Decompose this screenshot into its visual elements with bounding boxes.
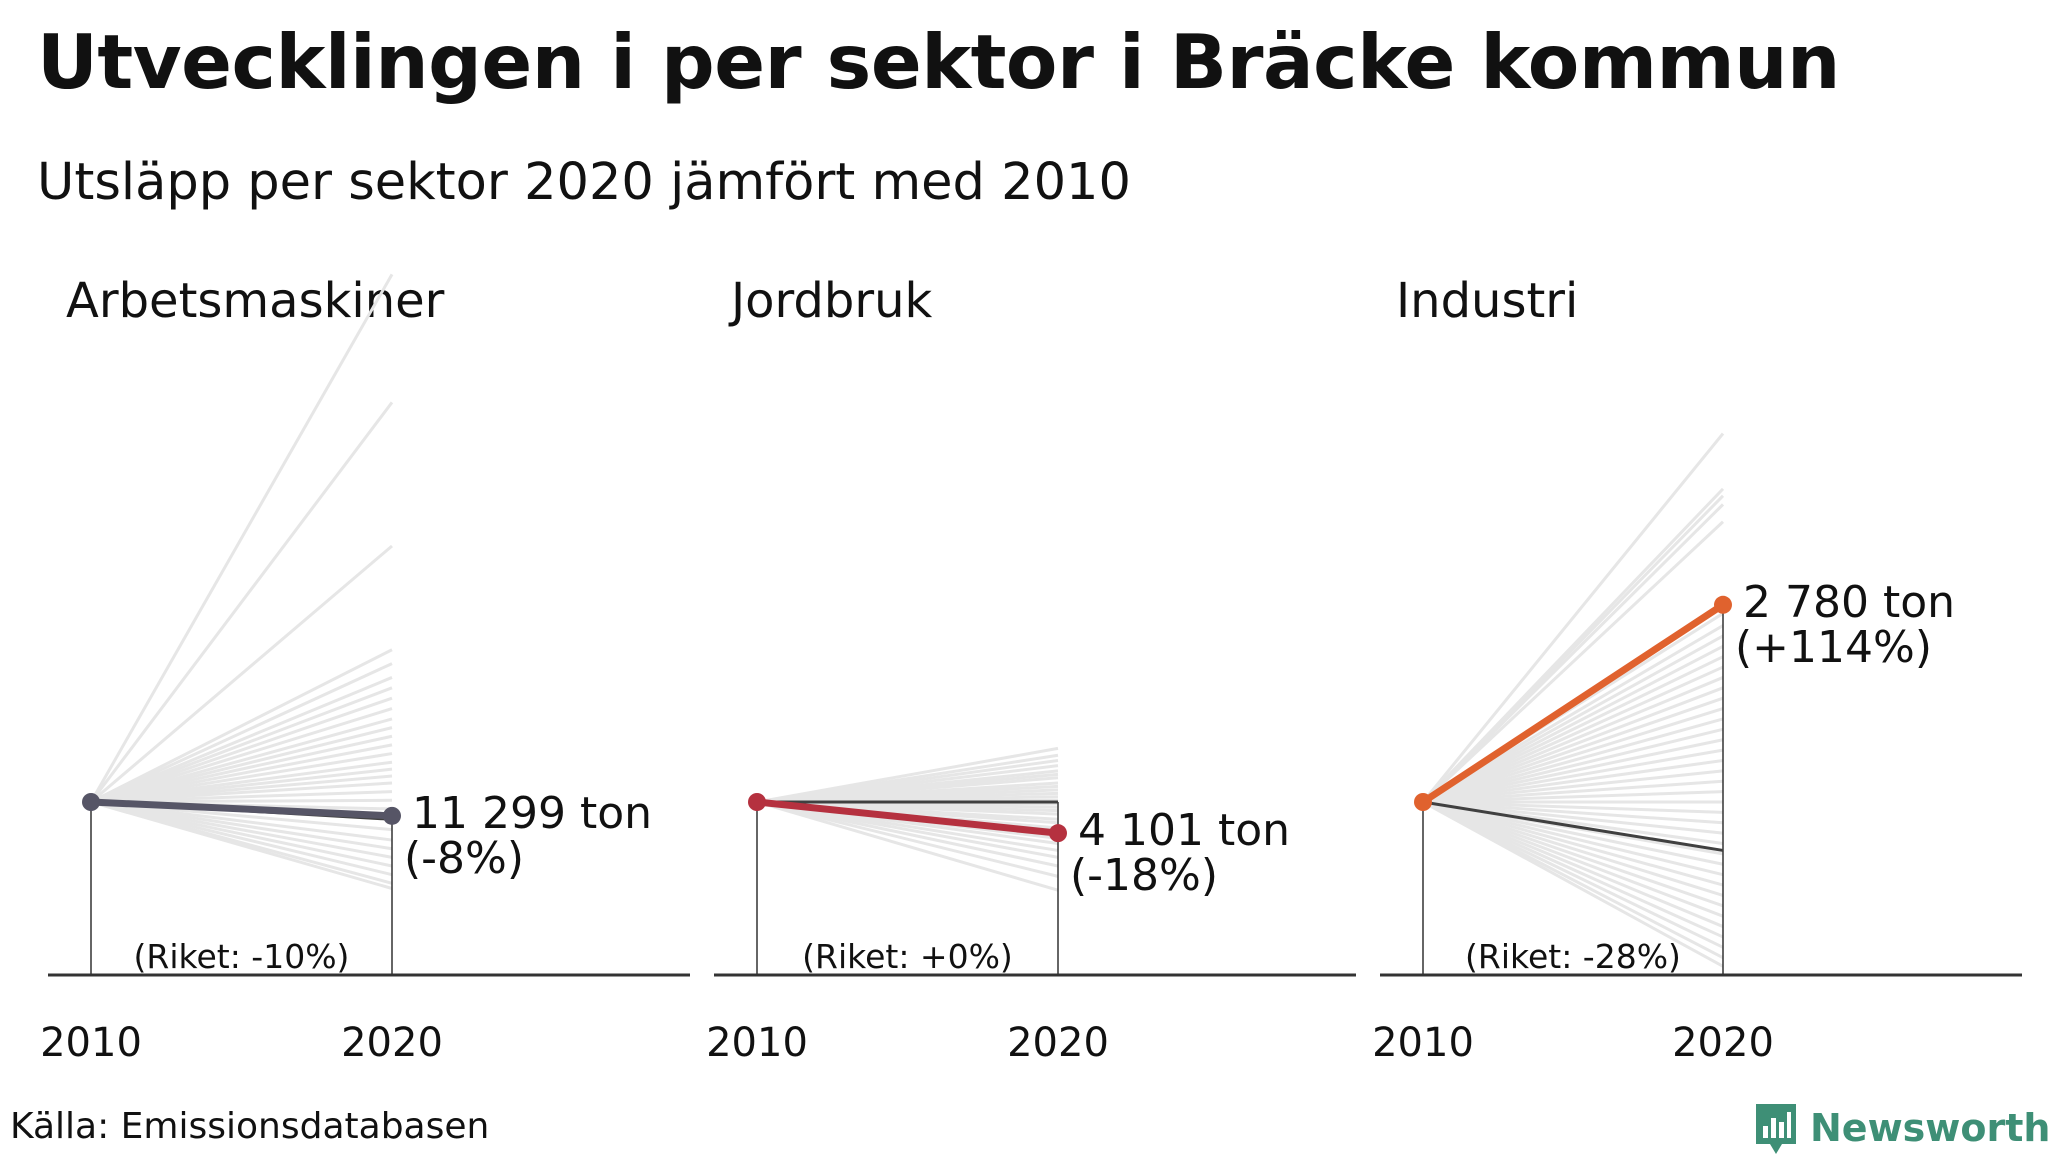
series-line: [87, 798, 396, 820]
chart-subtitle: Utsläpp per sektor 2020 jämfört med 2010: [37, 153, 1131, 212]
other-municipality-line: [756, 800, 1059, 878]
other-municipalities-lines: [89, 273, 394, 890]
other-municipality-line: [1422, 738, 1724, 804]
series-point-2020: [383, 806, 401, 825]
series-point-2020: [1049, 824, 1067, 843]
series-point-2010: [748, 793, 766, 811]
value-label: 11 299 ton: [412, 788, 652, 839]
other-municipality-line: [1422, 707, 1724, 804]
other-municipality-line: [1422, 800, 1724, 825]
other-municipality-line: [89, 273, 394, 803]
other-municipality-line: [90, 648, 393, 804]
other-municipality-line: [1422, 676, 1724, 804]
other-municipality-line: [1422, 800, 1724, 866]
other-municipality-line: [1422, 800, 1724, 814]
other-municipality-line: [1422, 800, 1724, 887]
other-municipality-line: [1421, 432, 1725, 803]
other-municipality-line: [90, 686, 393, 804]
panel-title: Jordbruk: [728, 273, 933, 329]
value-label: 2 780 ton: [1743, 577, 1955, 628]
x-tick-label: 2010: [40, 1020, 142, 1066]
other-municipality-line: [1422, 800, 1724, 908]
other-municipality-line: [1422, 696, 1724, 804]
other-municipality-line: [1421, 503, 1725, 804]
other-municipality-line: [1422, 727, 1724, 804]
other-municipality-line: [90, 707, 393, 804]
panel-title: Industri: [1396, 273, 1578, 329]
other-municipality-line: [1422, 748, 1724, 804]
other-municipality-line: [1422, 800, 1724, 835]
change-label: (+114%): [1735, 622, 1932, 673]
change-label: (-18%): [1070, 850, 1218, 901]
other-municipality-line: [1422, 800, 1724, 949]
other-municipality-line: [756, 800, 1059, 868]
panel-arbetsmaskiner: Arbetsmaskiner 11 299 ton(-8%) (Riket: -10…: [40, 273, 690, 1066]
series-line: [753, 798, 1062, 837]
other-municipality-line: [756, 800, 1059, 892]
brand-logo: Newsworthy: [1752, 1098, 2048, 1158]
panel-industri: Industri 2 780 ton(+114%) (Riket: -28%) 201…: [1372, 273, 2022, 1066]
panel-title: Arbetsmaskiner: [66, 273, 445, 329]
value-label: 4 101 ton: [1078, 805, 1290, 856]
other-municipality-line: [1422, 665, 1724, 804]
panel-jordbruk: Jordbruk 4 101 ton(-18%) (Riket: +0%) 2010 2…: [706, 273, 1356, 1066]
series-point-2010: [1414, 793, 1432, 811]
x-tick-label: 2020: [1672, 1020, 1774, 1066]
other-municipality-line: [1422, 769, 1724, 804]
other-municipality-line: [1422, 800, 1724, 918]
other-municipality-line: [1422, 790, 1724, 804]
brand-name: Newsworthy: [1810, 1106, 2048, 1150]
series-point-2010: [82, 793, 100, 811]
other-municipality-line: [90, 544, 393, 804]
other-municipality-line: [90, 696, 393, 804]
other-municipality-line: [1422, 779, 1724, 804]
change-label: (-8%): [404, 833, 524, 884]
other-municipality-line: [1422, 758, 1724, 804]
other-municipality-line: [1422, 634, 1724, 804]
other-municipality-line: [89, 401, 394, 803]
other-municipality-line: [90, 800, 393, 890]
national-change-note: (Riket: -10%): [134, 937, 350, 976]
other-municipality-line: [90, 662, 393, 804]
series-point-2020: [1714, 595, 1732, 614]
national-change-note: (Riket: -28%): [1465, 937, 1681, 976]
x-tick-label: 2010: [706, 1020, 808, 1066]
other-municipality-line: [90, 676, 393, 804]
other-municipality-line: [1422, 800, 1724, 928]
other-municipality-line: [1422, 644, 1724, 804]
other-municipality-line: [1422, 717, 1724, 804]
national-trend-line: [1422, 800, 1724, 852]
national-change-note: (Riket: +0%): [802, 937, 1013, 976]
other-municipality-line: [1422, 655, 1724, 804]
x-tick-label: 2020: [1007, 1020, 1109, 1066]
newsworthy-logo-icon: [1756, 1104, 1796, 1154]
other-municipality-line: [1422, 686, 1724, 804]
series-line: [1419, 601, 1727, 806]
chart-title: Utvecklingen i per sektor i Bräcke kommu…: [37, 18, 1840, 106]
x-tick-label: 2010: [1372, 1020, 1474, 1066]
source-note: Källa: Emissionsdatabasen: [10, 1106, 490, 1147]
other-municipality-line: [1421, 520, 1725, 804]
other-municipality-line: [1422, 800, 1724, 877]
other-municipality-line: [1422, 800, 1724, 939]
other-municipality-line: [1422, 800, 1724, 968]
x-tick-label: 2020: [341, 1020, 443, 1066]
other-municipality-line: [1422, 800, 1724, 897]
